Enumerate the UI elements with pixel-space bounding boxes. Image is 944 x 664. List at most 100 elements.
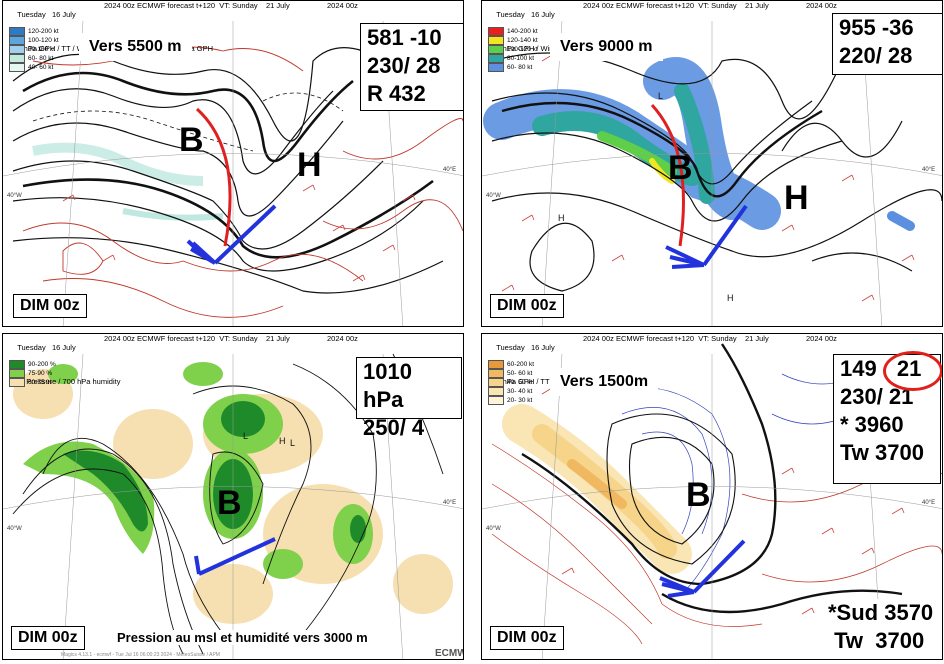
legend-swatch <box>488 27 504 36</box>
bottom-values-box: *Sud 3570 Tw 3700 <box>822 599 941 659</box>
legend-item: 140-200 kt <box>488 27 538 36</box>
panel-msl: 40°W 40°E H L L Tuesday 16 July 2024 00z… <box>2 333 464 660</box>
legend-swatch <box>9 360 25 369</box>
legend-label: 60- 80 kt <box>28 55 54 62</box>
svg-text:H: H <box>558 213 565 223</box>
svg-text:L: L <box>658 91 663 101</box>
low-pressure-label: B <box>179 121 204 159</box>
legend-swatch <box>488 387 504 396</box>
legend-label: 60- 80 kt <box>507 64 533 71</box>
highlight-circle <box>882 351 942 391</box>
legend-label: 75-90 % <box>28 370 53 377</box>
low-pressure-label: B <box>686 476 711 514</box>
legend: 90-200 % 75-90 % 60-75 % <box>9 360 56 387</box>
circled-value: 21 <box>882 351 942 391</box>
high-pressure-label: H <box>784 179 809 217</box>
legend-swatch <box>9 45 25 54</box>
footer-text: Magics 4.13.1 - ecmwf - Tue Jul 16 06:00… <box>61 652 220 658</box>
values-box: 149 21 230/ 21 * 3960 Tw 3700 <box>833 351 942 484</box>
legend: 120-200 kt 100-120 kt 80-100 kt 60- 80 kt 40… <box>9 27 59 72</box>
legend-label: 120-200 kt <box>28 28 59 35</box>
map-300hpa: 40°W 40°E H H L <box>482 20 942 326</box>
legend-swatch <box>9 369 25 378</box>
svg-text:40°W: 40°W <box>7 526 22 532</box>
legend-label: 20- 30 kt <box>507 397 533 404</box>
values-box: 955 -36 220/ 28 <box>832 13 942 75</box>
level-label: Vers 5500 m <box>79 33 192 61</box>
svg-text:L: L <box>243 431 248 441</box>
legend-label: 140-200 kt <box>507 28 538 35</box>
legend-item: 100-120 kt <box>488 45 538 54</box>
legend-swatch <box>488 63 504 72</box>
values-box: 1010 hPa 250/ 4 <box>356 357 462 440</box>
legend-item: 60- 80 kt <box>9 54 59 63</box>
legend-swatch <box>488 378 504 387</box>
legend-swatch <box>488 36 504 45</box>
svg-text:40°W: 40°W <box>7 193 22 199</box>
legend-label: 60-75 % <box>28 379 53 386</box>
legend-item: 40- 60 kt <box>9 63 59 72</box>
legend-item: 100-120 kt <box>9 36 59 45</box>
legend-item: 120-200 kt <box>9 27 59 36</box>
legend-swatch <box>488 54 504 63</box>
low-pressure-label: B <box>217 484 242 522</box>
legend-item: 60-75 % <box>9 378 56 387</box>
legend-label: 80-100 kt <box>507 55 535 62</box>
svg-text:40°W: 40°W <box>486 193 501 199</box>
legend-item: 20- 30 kt <box>488 396 534 405</box>
level-label: Vers 9000 m <box>550 33 663 61</box>
map-850hpa: 40°W 40°E <box>482 343 942 659</box>
legend-label: 60-200 kt <box>507 361 535 368</box>
panel-header: Tuesday 16 July 2024 00z ECMWF forecast … <box>488 334 837 386</box>
legend-item: 60- 80 kt <box>488 63 538 72</box>
legend-label: 90-200 % <box>28 361 56 368</box>
legend-label: 100-120 kt <box>507 46 538 53</box>
svg-text:H: H <box>727 293 734 303</box>
legend-item: 60-200 kt <box>488 360 534 369</box>
run-label: DIM 00z <box>11 626 85 650</box>
legend-item: 75-90 % <box>9 369 56 378</box>
values-box: 581 -10 230/ 28 R 432 <box>360 23 463 111</box>
legend-item: 30- 40 kt <box>488 387 534 396</box>
svg-text:H: H <box>279 436 286 446</box>
svg-text:40°E: 40°E <box>922 500 935 506</box>
legend-label: 120-140 kt <box>507 37 538 44</box>
low-pressure-label: B <box>668 149 693 187</box>
svg-text:L: L <box>290 438 295 448</box>
legend-label: 40- 60 kt <box>28 64 54 71</box>
legend-label: 80-100 kt <box>28 46 56 53</box>
legend-label: 30- 40 kt <box>507 388 533 395</box>
legend-label: 50- 60 kt <box>507 370 533 377</box>
level-label: Vers 1500m <box>550 368 659 396</box>
run-label: DIM 00z <box>13 294 87 318</box>
legend-swatch <box>488 396 504 405</box>
legend-label: 100-120 kt <box>28 37 59 44</box>
legend-swatch <box>488 45 504 54</box>
svg-text:40°E: 40°E <box>922 167 935 173</box>
legend-swatch <box>9 63 25 72</box>
legend: 140-200 kt 120-140 kt 100-120 kt 80-100 kt 6… <box>488 27 538 72</box>
legend-swatch <box>9 27 25 36</box>
legend-item: 50- 60 kt <box>488 369 534 378</box>
legend-label: 40- 50 kt <box>507 379 533 386</box>
panel-300hpa: 40°W 40°E H H L Tuesday 16 July 2024 00z… <box>481 0 943 327</box>
legend-swatch <box>9 54 25 63</box>
legend-item: 40- 50 kt <box>488 378 534 387</box>
high-pressure-label: H <box>297 146 322 184</box>
legend-swatch <box>488 369 504 378</box>
run-label: DIM 00z <box>490 626 564 650</box>
legend: 60-200 kt 50- 60 kt 40- 50 kt 30- 40 kt 20- … <box>488 360 534 405</box>
legend-swatch <box>9 36 25 45</box>
legend-swatch <box>9 378 25 387</box>
legend-item: 120-140 kt <box>488 36 538 45</box>
trough-line <box>195 107 232 247</box>
svg-text:40°W: 40°W <box>486 526 501 532</box>
legend-item: 90-200 % <box>9 360 56 369</box>
run-label: DIM 00z <box>490 294 564 318</box>
map-msl: 40°W 40°E H L L <box>3 353 463 659</box>
ecmwf-logo: ECMWF <box>435 648 463 659</box>
legend-swatch <box>488 360 504 369</box>
svg-text:40°E: 40°E <box>443 167 456 173</box>
svg-text:40°E: 40°E <box>443 500 456 506</box>
legend-item: 80-100 kt <box>9 45 59 54</box>
